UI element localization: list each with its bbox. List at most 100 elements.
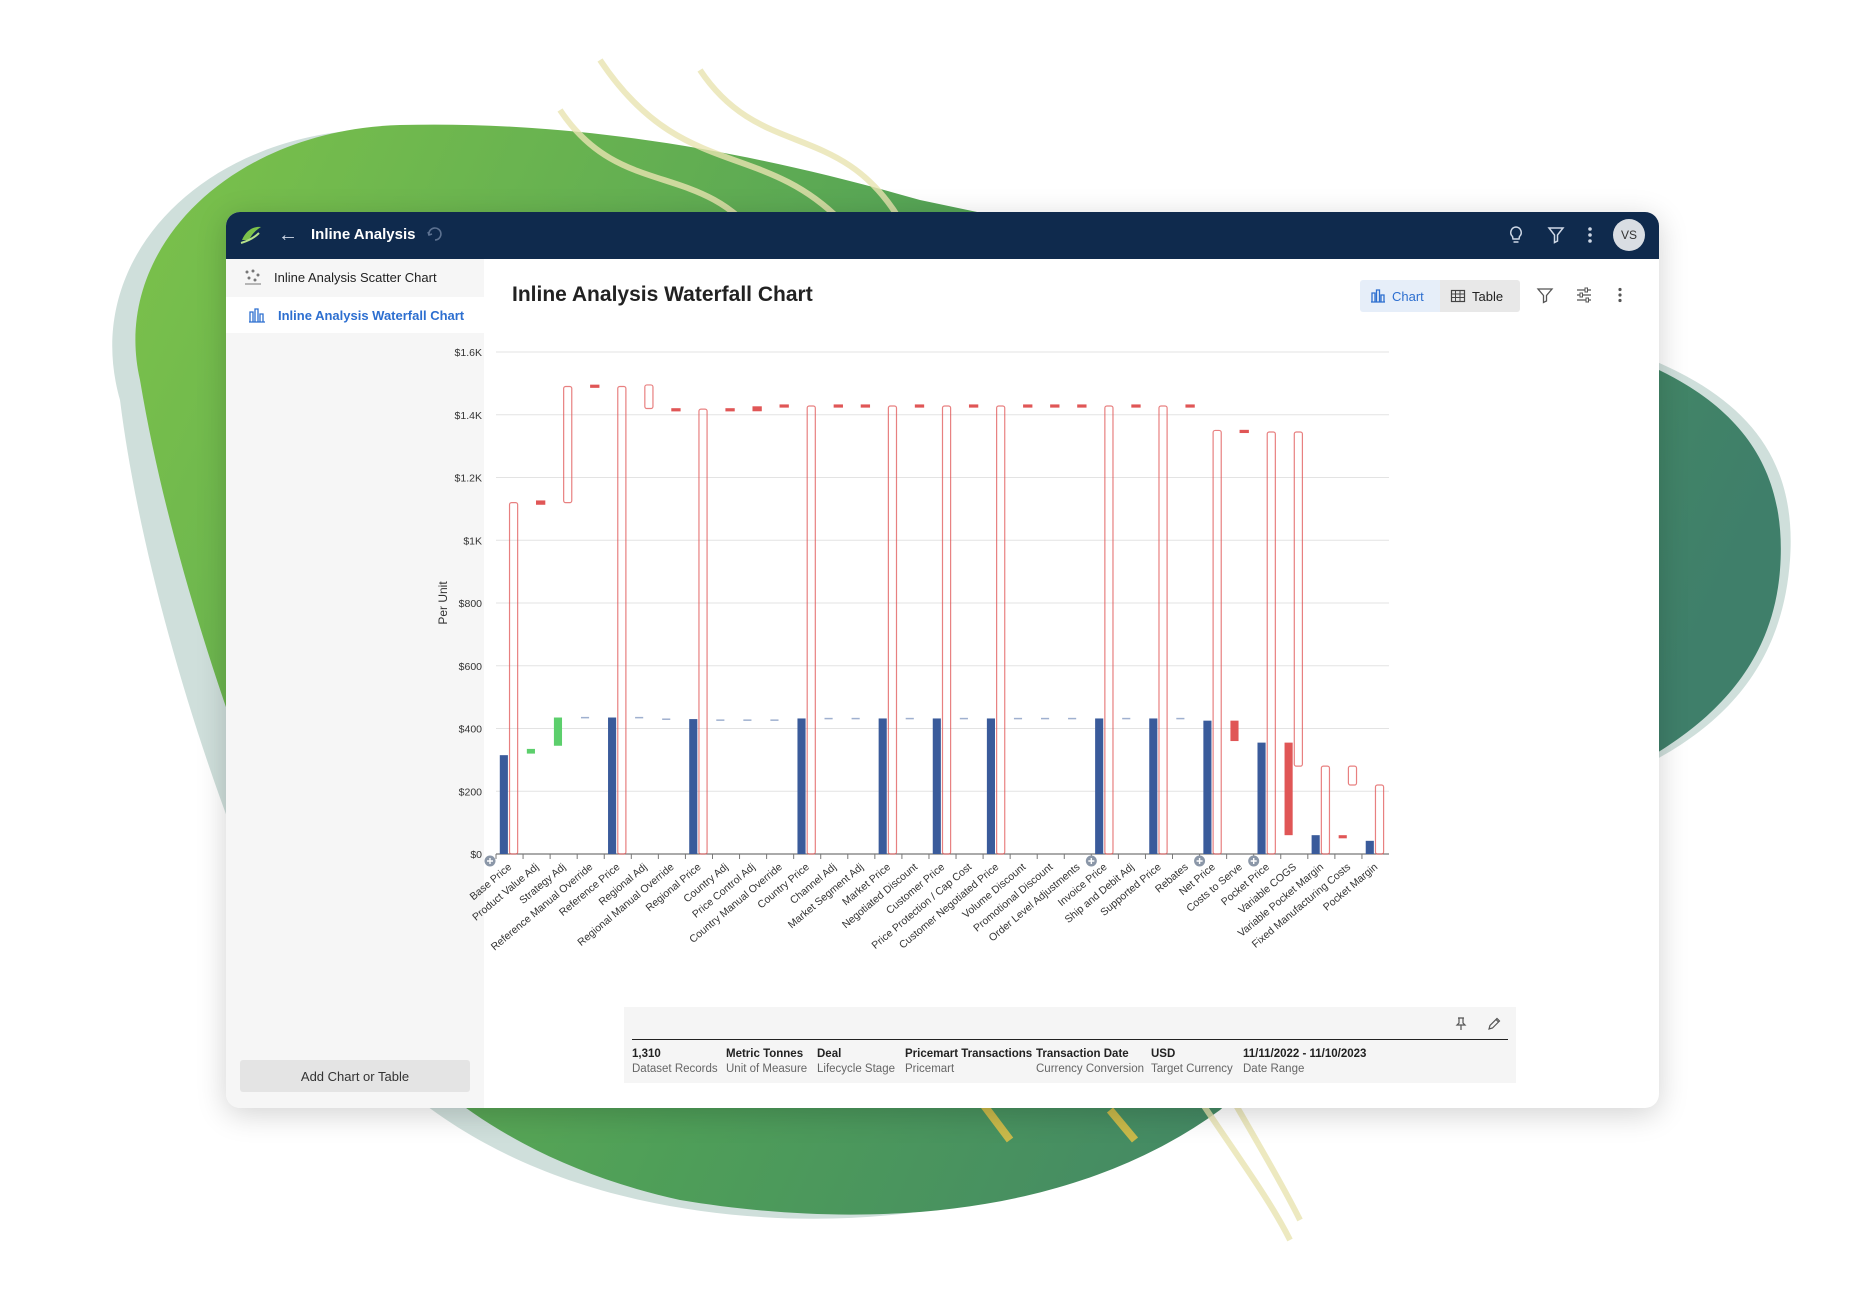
waterfall-bar-outline <box>941 405 952 855</box>
waterfall-bar-solid <box>662 718 671 720</box>
waterfall-bar-solid <box>1311 835 1320 854</box>
waterfall-bar-outline <box>779 404 789 408</box>
chart-more-vertical-icon[interactable] <box>1616 286 1624 309</box>
summary-divider <box>632 1039 1508 1040</box>
summary-item-lifecycle: Deal Lifecycle Stage <box>817 1048 895 1075</box>
waterfall-bar-outline <box>1077 404 1087 408</box>
summary-item-date-range: 11/11/2022 - 11/10/2023 Date Range <box>1243 1048 1367 1075</box>
waterfall-bar-solid <box>824 717 833 720</box>
waterfall-bar-solid <box>526 748 535 754</box>
pin-icon[interactable] <box>1454 1016 1468 1037</box>
chart-toggle-label: Chart <box>1392 288 1424 304</box>
waterfall-bar-solid <box>1095 718 1104 854</box>
waterfall-bar-solid <box>1041 717 1050 720</box>
waterfall-bar-outline <box>1293 431 1304 767</box>
filter-icon[interactable] <box>1547 225 1565 250</box>
waterfall-bar-solid <box>608 717 617 854</box>
waterfall-bar-outline <box>1347 765 1358 786</box>
waterfall-bar-solid <box>689 719 698 854</box>
waterfall-bar-solid <box>878 718 887 854</box>
waterfall-bar-solid <box>797 718 806 854</box>
y-tick-label: $400 <box>459 724 483 736</box>
waterfall-bar-outline <box>887 405 898 855</box>
waterfall-bar-outline <box>1374 784 1385 855</box>
y-tick-label: $1.4K <box>455 410 482 422</box>
waterfall-bar-outline <box>590 384 600 388</box>
settings-sliders-icon[interactable] <box>1575 286 1593 309</box>
sidebar-item-waterfall-chart[interactable]: Inline Analysis Waterfall Chart <box>226 297 484 333</box>
lightbulb-icon[interactable] <box>1507 225 1525 250</box>
app-window: ← Inline Analysis VS Inline Analysis Sca… <box>226 212 1659 1108</box>
waterfall-bar-outline <box>1320 765 1331 855</box>
app-title: Inline Analysis <box>311 226 416 243</box>
waterfall-bar-solid <box>959 717 968 720</box>
sidebar-item-scatter-chart[interactable]: Inline Analysis Scatter Chart <box>226 259 484 295</box>
waterfall-bar-solid <box>1284 742 1293 836</box>
waterfall-bar-outline <box>752 406 762 412</box>
waterfall-bar-outline <box>806 405 816 855</box>
waterfall-bar-solid <box>1176 717 1185 720</box>
sync-icon <box>426 225 444 248</box>
waterfall-bar-solid <box>1230 720 1239 742</box>
summary-item-records: 1,310 Dataset Records <box>632 1048 718 1075</box>
waterfall-bar-solid <box>1013 717 1023 720</box>
expand-plus-glyph <box>487 858 493 864</box>
waterfall-bar-outline <box>1104 405 1114 855</box>
waterfall-bar-solid <box>851 717 860 720</box>
waterfall-bar-solid <box>1122 717 1131 720</box>
waterfall-bar-solid <box>770 719 779 721</box>
top-bar: ← Inline Analysis VS <box>226 212 1659 259</box>
waterfall-bar-outline <box>860 404 871 408</box>
waterfall-bar-solid <box>635 716 644 719</box>
waterfall-bar-outline <box>833 404 843 408</box>
waterfall-bar-solid <box>1068 717 1077 720</box>
scatter-chart-icon <box>244 268 262 286</box>
logo-icon[interactable] <box>238 222 264 253</box>
waterfall-bar-outline <box>1266 431 1276 855</box>
y-tick-label: $800 <box>459 598 483 610</box>
waterfall-bar-solid <box>1365 840 1374 854</box>
expand-plus-glyph <box>1196 858 1203 864</box>
waterfall-bar-outline <box>1023 404 1033 408</box>
table-icon <box>1450 288 1466 304</box>
page-title: Inline Analysis Waterfall Chart <box>512 283 813 306</box>
avatar[interactable]: VS <box>1613 219 1645 251</box>
waterfall-bar-outline <box>644 384 654 410</box>
waterfall-bar-solid <box>580 716 590 719</box>
waterfall-bar-outline <box>617 385 627 855</box>
waterfall-bar-outline <box>1050 404 1060 408</box>
waterfall-bar-solid <box>499 755 508 854</box>
waterfall-bar-solid <box>905 717 914 720</box>
table-view-toggle[interactable]: Table <box>1440 280 1520 312</box>
chart-filter-icon[interactable] <box>1536 286 1554 309</box>
y-axis-label: Per Unit <box>436 581 450 625</box>
y-tick-label: $200 <box>459 786 483 798</box>
table-toggle-label: Table <box>1472 288 1504 304</box>
summary-item-unit: Metric Tonnes Unit of Measure <box>726 1048 808 1075</box>
waterfall-bar-outline <box>996 405 1006 855</box>
more-vertical-icon[interactable] <box>1586 225 1594 250</box>
waterfall-bar-outline <box>671 408 681 412</box>
back-arrow-icon[interactable]: ← <box>278 224 298 246</box>
waterfall-bar-solid <box>716 719 725 721</box>
add-chart-or-table-button[interactable]: Add Chart or Table <box>240 1060 470 1092</box>
chart-view-toggle[interactable]: Chart <box>1360 280 1440 312</box>
waterfall-bar-outline <box>508 502 519 855</box>
waterfall-bar-solid <box>986 718 995 854</box>
waterfall-chart: $0 $200 $400 $600 $800 $1K $1.2K $1.4K $1.6K Per … <box>436 347 1389 953</box>
waterfall-bar-outline <box>535 500 546 505</box>
y-tick-label: $1.6K <box>455 347 482 359</box>
summary-item-currency-conversion: Transaction Date Currency Conversion <box>1036 1048 1145 1075</box>
waterfall-bar-solid <box>553 717 563 746</box>
chart-icon <box>1370 288 1386 304</box>
waterfall-bar-outline <box>563 385 573 504</box>
y-tick-label: $1K <box>463 535 482 547</box>
edit-pencil-icon[interactable] <box>1486 1016 1502 1037</box>
sidebar: Inline Analysis Scatter Chart Inline Ana… <box>226 259 484 1108</box>
sidebar-item-label: Inline Analysis Waterfall Chart <box>278 307 465 323</box>
y-tick-label: $0 <box>470 849 482 861</box>
waterfall-bar-outline <box>698 408 708 855</box>
y-tick-label: $1.2K <box>455 473 482 485</box>
waterfall-bar-solid <box>1338 835 1347 839</box>
sidebar-item-label: Inline Analysis Scatter Chart <box>274 269 437 285</box>
